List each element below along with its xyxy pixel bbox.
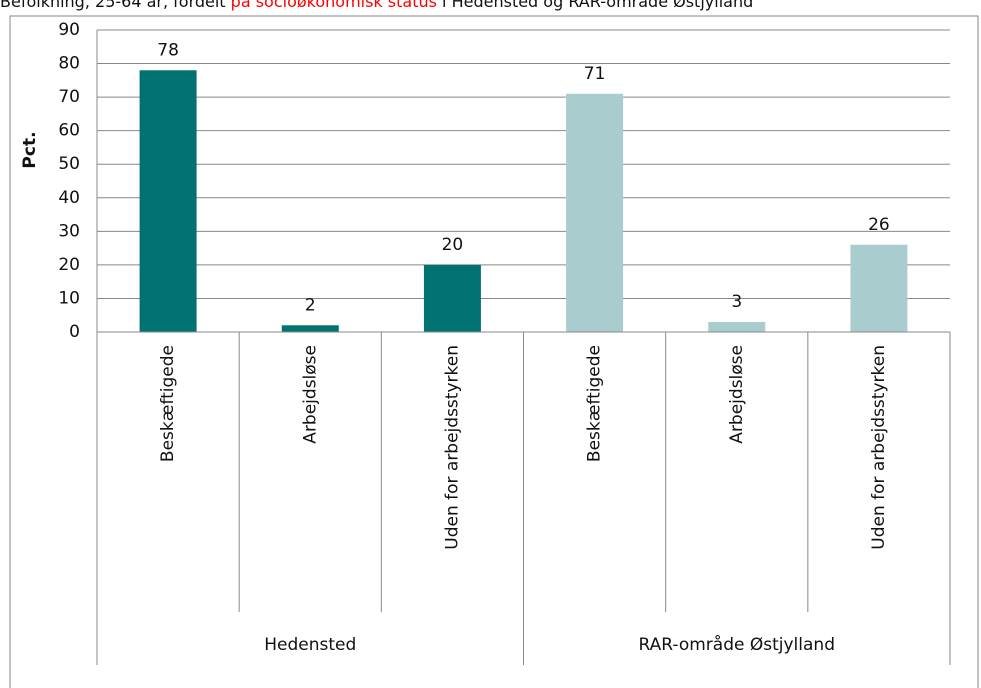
bar [566, 93, 624, 332]
x-tick-label: Uden for arbejdsstyrken [442, 345, 462, 550]
title-part: Befolkning, 25-64 år, fordelt [0, 0, 231, 11]
data-label: 26 [868, 215, 890, 235]
x-tick-label: Beskæftigede [585, 345, 605, 462]
x-tick-label: Beskæftigede [158, 345, 178, 462]
x-tick-label: Uden for arbejdsstyrken [869, 345, 889, 550]
bar [708, 321, 766, 332]
y-tick-label: 90 [58, 20, 80, 40]
title-part: på socioøkonomisk status [231, 0, 437, 11]
data-label: 78 [157, 40, 179, 60]
title-part: i Hedensted og RAR-område Østjylland [437, 0, 753, 11]
group-label: Hedensted [264, 635, 356, 655]
y-tick-label: 10 [58, 288, 80, 308]
x-tick-label: Arbejdsløse [727, 345, 747, 444]
y-tick-label: 70 [58, 87, 80, 107]
data-label: 2 [305, 295, 316, 315]
y-tick-label: 20 [58, 255, 80, 275]
y-tick-label: 30 [58, 221, 80, 241]
bar [139, 70, 197, 333]
bar [281, 325, 339, 332]
y-tick-label: 40 [58, 188, 80, 208]
y-tick-label: 60 [58, 121, 80, 141]
y-tick-label: 50 [58, 154, 80, 174]
y-tick-label: 0 [69, 322, 80, 342]
data-label: 20 [442, 235, 464, 255]
data-label: 3 [731, 292, 742, 312]
chart-title: Befolkning, 25-64 år, fordelt på socioøk… [0, 0, 753, 11]
bar [423, 264, 481, 332]
x-tick-label: Arbejdsløse [300, 345, 320, 444]
y-axis-label: Pct. [20, 131, 40, 168]
data-label: 71 [584, 64, 606, 84]
bar [850, 244, 908, 332]
y-tick-label: 80 [58, 54, 80, 74]
group-label: RAR-område Østjylland [639, 634, 835, 655]
